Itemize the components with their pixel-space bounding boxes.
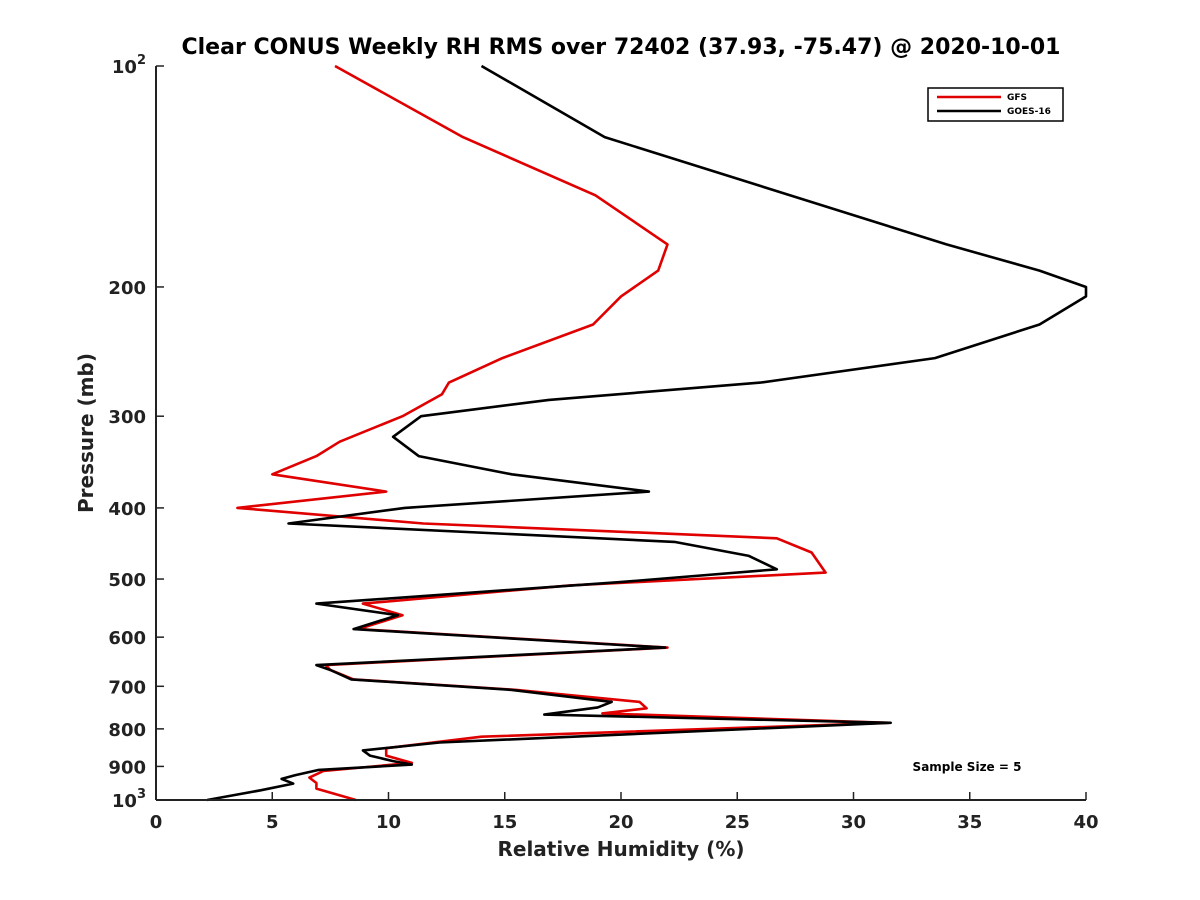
y-tick-label: 103 xyxy=(112,787,146,812)
legend-goes16-label: GOES-16 xyxy=(1007,107,1051,117)
y-axis-ticks: 102 200 300 400 500 600 700 800 900 103 xyxy=(108,53,164,812)
legend-gfs-label: GFS xyxy=(1007,93,1027,103)
y-tick-label: 400 xyxy=(108,499,146,520)
legend-box xyxy=(927,87,1064,122)
x-tick-label: 15 xyxy=(492,812,517,833)
series-line-goes-16 xyxy=(206,64,1088,802)
y-tick-label: 200 xyxy=(108,278,146,299)
y-tick-label: 500 xyxy=(108,570,146,591)
x-tick-label: 25 xyxy=(725,812,750,833)
sample-size-annotation: Sample Size = 5 xyxy=(913,760,1022,774)
y-axis-label: Pressure (mb) xyxy=(74,353,98,513)
x-axis-ticks: 0 5 10 15 20 25 30 35 40 xyxy=(150,792,1099,833)
y-tick-label: 102 xyxy=(112,53,146,78)
y-tick-label: 300 xyxy=(108,407,146,428)
chart-title: Clear CONUS Weekly RH RMS over 72402 (37… xyxy=(182,35,1061,60)
y-tick-label: 900 xyxy=(108,757,146,778)
plot-area xyxy=(206,64,1088,802)
legend: GFS GOES-16 xyxy=(927,87,1064,122)
x-tick-label: 0 xyxy=(150,812,163,833)
series-line-gfs xyxy=(236,64,890,802)
x-tick-label: 40 xyxy=(1073,812,1098,833)
y-tick-label: 700 xyxy=(108,677,146,698)
x-tick-label: 30 xyxy=(841,812,866,833)
x-tick-label: 35 xyxy=(957,812,982,833)
x-tick-label: 20 xyxy=(608,812,633,833)
y-tick-label: 600 xyxy=(108,628,146,649)
x-axis-label: Relative Humidity (%) xyxy=(497,837,744,861)
y-tick-label: 800 xyxy=(108,720,146,741)
x-tick-label: 5 xyxy=(266,812,279,833)
x-tick-label: 10 xyxy=(376,812,401,833)
